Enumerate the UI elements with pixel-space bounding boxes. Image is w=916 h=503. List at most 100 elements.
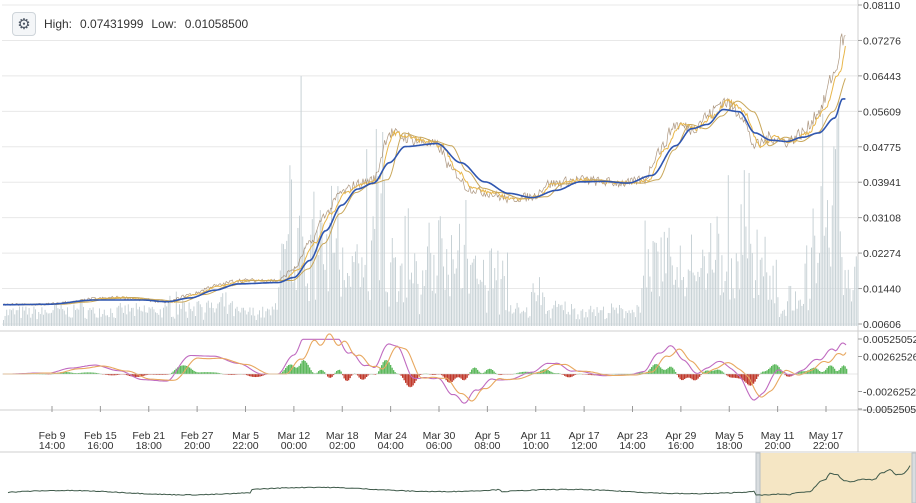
indicator-y-tick-label: -0.00262526 — [863, 387, 916, 399]
volume-bar — [70, 317, 72, 326]
volume-bar — [188, 302, 190, 326]
indicator-bar — [801, 371, 803, 374]
volume-bar — [761, 257, 763, 326]
volume-bar — [140, 310, 142, 326]
volume-bar — [84, 317, 86, 326]
volume-bar — [551, 308, 553, 326]
volume-bar — [191, 311, 193, 326]
volume-bar — [630, 313, 632, 326]
volume-bar — [276, 309, 278, 326]
indicator-bar — [381, 365, 383, 374]
indicator-bar — [300, 363, 302, 374]
volume-bar — [23, 310, 25, 326]
indicator-bar — [306, 362, 308, 374]
y-tick-label: 0.01440 — [863, 284, 901, 296]
volume-bar — [487, 290, 489, 326]
indicator-bar — [178, 366, 180, 374]
indicator-bar — [295, 367, 297, 374]
volume-bar — [743, 170, 745, 326]
indicator-bar — [679, 374, 681, 380]
indicator-bar — [363, 374, 365, 380]
volume-bar — [444, 289, 446, 326]
indicator-bar — [499, 374, 501, 376]
volume-bar — [263, 317, 265, 326]
indicator-bar — [112, 374, 114, 376]
y-tick-label: 0.03108 — [863, 213, 901, 225]
volume-bar — [691, 234, 692, 326]
volume-bar — [340, 296, 342, 326]
volume-bar — [207, 300, 209, 326]
volume-bar — [439, 216, 441, 326]
indicator-bar — [684, 374, 686, 380]
indicator-bar — [814, 367, 816, 374]
volume-bar — [75, 310, 76, 326]
volume-bar — [67, 307, 68, 326]
volume-bar — [223, 306, 225, 326]
indicator-bar — [402, 374, 404, 378]
volume-bar — [486, 312, 488, 326]
indicator-bar — [67, 372, 69, 374]
volume-bar — [705, 289, 707, 326]
volume-bar — [54, 304, 56, 326]
indicator-bar — [204, 372, 206, 374]
indicator-bar — [298, 365, 300, 374]
indicator-bar — [571, 374, 573, 377]
volume-bar — [425, 269, 427, 326]
volume-bar — [409, 279, 411, 326]
volume-bar — [451, 235, 452, 326]
indicator-bar — [214, 372, 216, 374]
volume-bar — [671, 265, 673, 326]
volume-bar — [804, 263, 806, 326]
volume-bar — [828, 247, 830, 326]
volume-bar — [745, 226, 747, 326]
indicator-bar — [432, 374, 434, 375]
indicator-bar — [105, 374, 107, 375]
volume-bar — [820, 186, 822, 326]
x-tick-time: 00:00 — [281, 440, 307, 452]
indicator-bar — [658, 365, 660, 374]
volume-bar — [673, 284, 675, 326]
volume-bar — [20, 317, 22, 326]
volume-bar — [398, 291, 400, 326]
volume-bar — [185, 311, 187, 326]
indicator-bar — [250, 374, 252, 377]
indicator-bar — [727, 374, 729, 377]
volume-bar — [220, 296, 222, 326]
indicator-bar — [379, 368, 381, 374]
volume-bar — [265, 311, 267, 326]
volume-bar — [164, 304, 166, 326]
volume-bar — [681, 280, 683, 326]
volume-bar — [235, 308, 236, 326]
volume-bar — [598, 312, 600, 326]
indicator-bar — [387, 360, 389, 374]
volume-bar — [369, 299, 371, 326]
indicator-bar — [690, 374, 692, 379]
indicator-bar — [316, 372, 318, 374]
gear-icon[interactable]: ⚙ — [12, 12, 36, 36]
volume-bar — [4, 315, 6, 326]
volume-bar — [311, 219, 313, 326]
volume-bar — [404, 215, 406, 326]
volume-bar — [281, 243, 283, 326]
indicator-bar — [261, 374, 263, 377]
indicator-bar — [718, 369, 720, 374]
indicator-bar — [600, 374, 602, 376]
indicator-bar — [331, 374, 333, 377]
indicator-bar — [66, 372, 68, 374]
volume-bar — [31, 313, 33, 326]
volume-bar — [19, 306, 20, 326]
volume-bar — [28, 308, 30, 326]
volume-bar — [721, 255, 723, 326]
volume-bar — [412, 283, 414, 326]
volume-bar — [255, 319, 257, 326]
indicator-bar — [153, 374, 155, 375]
indicator-bar — [253, 374, 255, 377]
indicator-bar — [706, 370, 708, 374]
y-tick-label: 0.08110 — [863, 0, 900, 12]
indicator-bar — [132, 374, 134, 377]
volume-bar — [649, 276, 651, 326]
x-tick-date: Mar 30 — [423, 430, 456, 442]
indicator-bar — [787, 374, 789, 377]
volume-bar — [283, 244, 284, 326]
